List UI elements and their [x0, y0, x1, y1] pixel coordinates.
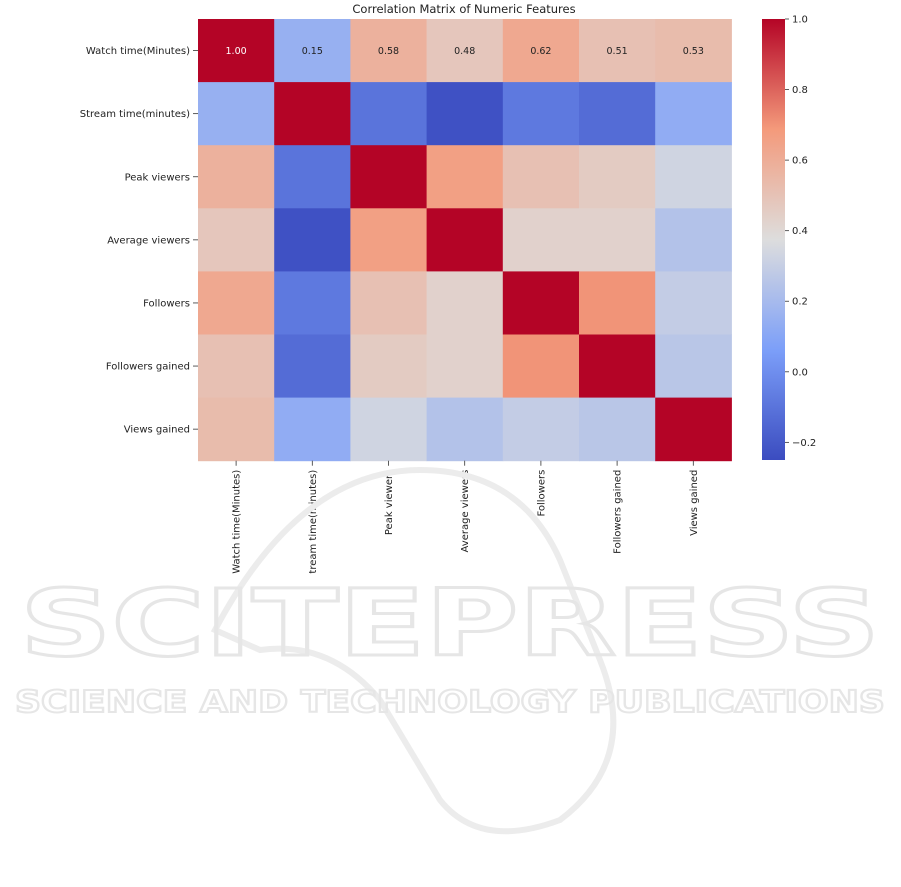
cell-annotation: 0.53 — [683, 46, 704, 57]
heatmap-cell-r1-c3 — [426, 82, 504, 146]
colorbar-tick-label: 0.8 — [792, 85, 808, 96]
row-label: Views gained — [124, 425, 190, 436]
heatmap-cell-r2-c5 — [579, 145, 656, 209]
heatmap-cell-r6-c4 — [502, 397, 580, 462]
cell-annotation: 0.58 — [378, 46, 399, 57]
cell-annotation: 0.62 — [530, 46, 551, 57]
cell-annotation: 0.51 — [607, 46, 628, 57]
cell-annotation: 0.48 — [454, 46, 475, 57]
column-label: tream time(minutes) — [308, 470, 319, 574]
column-label: Followers — [536, 470, 547, 517]
heatmap-cell-r6-c5 — [579, 397, 656, 462]
colorbar-tick-label: −0.2 — [792, 438, 816, 449]
heatmap-cell-r2-c0 — [198, 145, 275, 209]
column-label: Views gained — [689, 470, 700, 536]
heatmap-cell-r1-c4 — [502, 82, 580, 146]
heatmap-cell-r2-c4 — [502, 145, 580, 209]
cell-annotation: 0.15 — [302, 46, 323, 57]
heatmap-cell-r0-c6 — [655, 19, 732, 83]
colorbar-tick-label: 1.0 — [792, 15, 808, 26]
heatmap-cell-r6-c3 — [426, 397, 504, 462]
heatmap-cell-r4-c6 — [655, 271, 732, 335]
row-label: Peak viewers — [125, 172, 190, 183]
heatmap-cell-r0-c2 — [350, 19, 428, 83]
heatmap-cell-r1-c2 — [350, 82, 428, 146]
colorbar-tick-label: 0.4 — [792, 226, 808, 237]
row-label: Followers gained — [106, 362, 190, 373]
column-label: Watch time(Minutes) — [232, 470, 243, 574]
heatmap-cell-r6-c0 — [198, 397, 275, 462]
heatmap-cell-r5-c2 — [350, 334, 428, 399]
heatmap-cell-r4-c3 — [426, 271, 504, 335]
heatmap-cell-r0-c1 — [274, 19, 351, 83]
heatmap-cell-r4-c2 — [350, 271, 428, 335]
heatmap-cell-r5-c3 — [426, 334, 504, 399]
colorbar-gradient — [762, 19, 785, 460]
row-label: Stream time(minutes) — [80, 109, 190, 120]
heatmap-cell-r6-c2 — [350, 397, 428, 462]
column-label: Followers gained — [613, 470, 624, 554]
heatmap-cell-r3-c3 — [426, 208, 504, 272]
heatmap-cell-r0-c5 — [579, 19, 656, 83]
heatmap-cell-r2-c6 — [655, 145, 732, 209]
colorbar-tick-label: 0.0 — [792, 367, 808, 378]
heatmap-cell-r3-c1 — [274, 208, 351, 272]
cell-annotation: 1.00 — [226, 46, 247, 57]
heatmap-cell-r0-c3 — [426, 19, 504, 83]
row-label: Followers — [143, 298, 190, 309]
heatmap-cell-r2-c2 — [350, 145, 428, 209]
heatmap-cell-r6-c6 — [655, 397, 732, 462]
column-labels: Watch time(Minutes) tream time(minutes) Pe… — [232, 460, 700, 574]
heatmap-cell-r5-c6 — [655, 334, 732, 399]
heatmap-cell-r2-c3 — [426, 145, 504, 209]
heatmap-cell-r3-c4 — [502, 208, 580, 272]
heatmap-cell-r1-c1 — [274, 82, 351, 146]
heatmap-cell-r4-c5 — [579, 271, 656, 335]
cell-annotations: 1.00 0.15 0.58 0.48 0.62 0.51 0.53 — [226, 46, 704, 57]
colorbar: 1.0 0.8 0.6 0.4 0.2 0.0 −0.2 — [762, 15, 816, 460]
heatmap-cell-r2-c1 — [274, 145, 351, 209]
heatmap-cell-r0-c0 — [198, 19, 275, 83]
heatmap-cells — [198, 19, 732, 462]
heatmap-cell-r1-c6 — [655, 82, 732, 146]
heatmap-cell-r5-c5 — [579, 334, 656, 399]
heatmap-cell-r5-c0 — [198, 334, 275, 399]
heatmap-cell-r6-c1 — [274, 397, 351, 462]
colorbar-tick-label: 0.6 — [792, 156, 808, 167]
heatmap-cell-r3-c6 — [655, 208, 732, 272]
heatmap-cell-r1-c5 — [579, 82, 656, 146]
heatmap-cell-r3-c0 — [198, 208, 275, 272]
heatmap-cell-r4-c0 — [198, 271, 275, 335]
heatmap-cell-r5-c4 — [502, 334, 580, 399]
column-label: Peak viewers — [384, 470, 395, 535]
row-label: Watch time(Minutes) — [86, 46, 190, 57]
colorbar-tick-label: 0.2 — [792, 297, 808, 308]
heatmap-cell-r5-c1 — [274, 334, 351, 399]
chart-title: Correlation Matrix of Numeric Features — [352, 2, 575, 16]
heatmap-cell-r1-c0 — [198, 82, 275, 146]
row-labels: Watch time(Minutes) Stream time(minutes) P… — [80, 46, 198, 436]
heatmap-cell-r3-c5 — [579, 208, 656, 272]
heatmap-cell-r3-c2 — [350, 208, 428, 272]
column-label: Average viewers — [460, 470, 471, 553]
heatmap-cell-r4-c4 — [502, 271, 580, 335]
row-label: Average viewers — [107, 235, 190, 246]
heatmap-cell-r0-c4 — [502, 19, 580, 83]
heatmap-cell-r4-c1 — [274, 271, 351, 335]
